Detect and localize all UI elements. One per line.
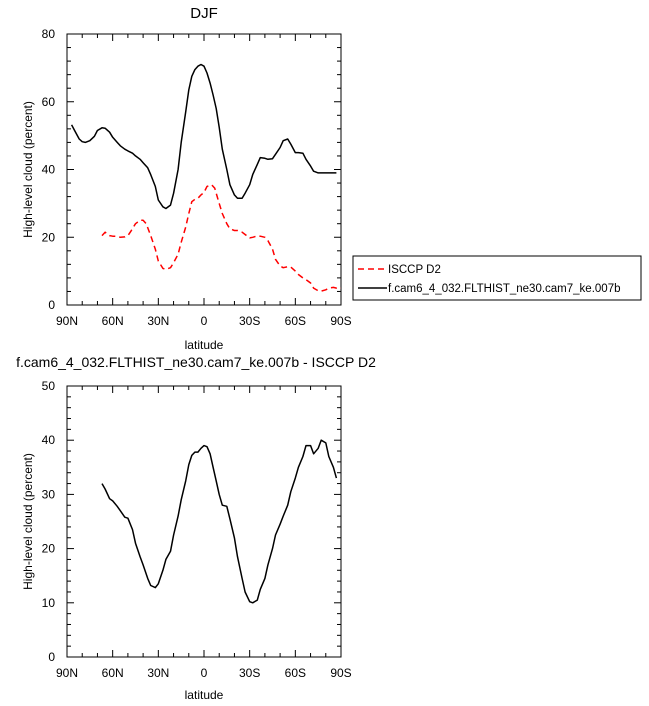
- y-tick-label: 0: [48, 650, 55, 664]
- x-axis-label: latitude: [185, 688, 224, 702]
- x-tick-label: 60N: [102, 314, 124, 328]
- y-tick-label: 20: [42, 542, 56, 556]
- legend-label: ISCCP D2: [388, 264, 441, 276]
- panel-2: [66, 385, 342, 658]
- x-axis-label: latitude: [185, 338, 224, 352]
- y-tick-label: 80: [42, 27, 56, 41]
- y-tick-label: 50: [42, 379, 56, 393]
- plot-frame: [66, 33, 342, 306]
- x-tick-label: 30N: [147, 314, 169, 328]
- x-tick-label: 0: [201, 666, 208, 680]
- y-tick-label: 10: [42, 596, 56, 610]
- y-tick-label: 60: [42, 95, 56, 109]
- x-tick-label: 90N: [56, 666, 78, 680]
- series-line-f-cam6-4-032-flthist-ne30-cam7-ke-007b: [70, 63, 337, 210]
- x-tick-label: 90S: [330, 314, 351, 328]
- x-tick-label: 90N: [56, 314, 78, 328]
- legend-box: [352, 255, 642, 301]
- y-tick-label: 30: [42, 487, 56, 501]
- y-tick-label: 0: [48, 298, 55, 312]
- series-line-difference: [101, 439, 338, 604]
- x-tick-label: 60N: [102, 666, 124, 680]
- panel-1: ISCCP D2 f.cam6_4_032.FLTHIST_ne30.cam7_k…: [66, 33, 642, 306]
- legend: ISCCP D2 f.cam6_4_032.FLTHIST_ne30.cam7_k…: [352, 255, 642, 301]
- x-tick-label: 90S: [330, 666, 351, 680]
- chart-title-1: DJF: [190, 5, 218, 22]
- x-tick-label: 30S: [239, 666, 260, 680]
- y-tick-label: 40: [42, 163, 56, 177]
- x-tick-label: 30S: [239, 314, 260, 328]
- plot-frame: [66, 385, 342, 658]
- x-tick-label: 60S: [285, 314, 306, 328]
- x-tick-label: 0: [201, 314, 208, 328]
- chart-title-2: f.cam6_4_032.FLTHIST_ne30.cam7_ke.007b -…: [16, 354, 376, 370]
- y-axis-label: High-level cloud (percent): [21, 453, 35, 590]
- y-axis-label: High-level cloud (percent): [21, 101, 35, 238]
- legend-label: f.cam6_4_032.FLTHIST_ne30.cam7_ke.007b: [388, 283, 620, 295]
- y-tick-label: 20: [42, 230, 56, 244]
- y-tick-label: 40: [42, 433, 56, 447]
- x-tick-label: 60S: [285, 666, 306, 680]
- x-tick-label: 30N: [147, 666, 169, 680]
- series-line-isccp-d2: [101, 183, 341, 292]
